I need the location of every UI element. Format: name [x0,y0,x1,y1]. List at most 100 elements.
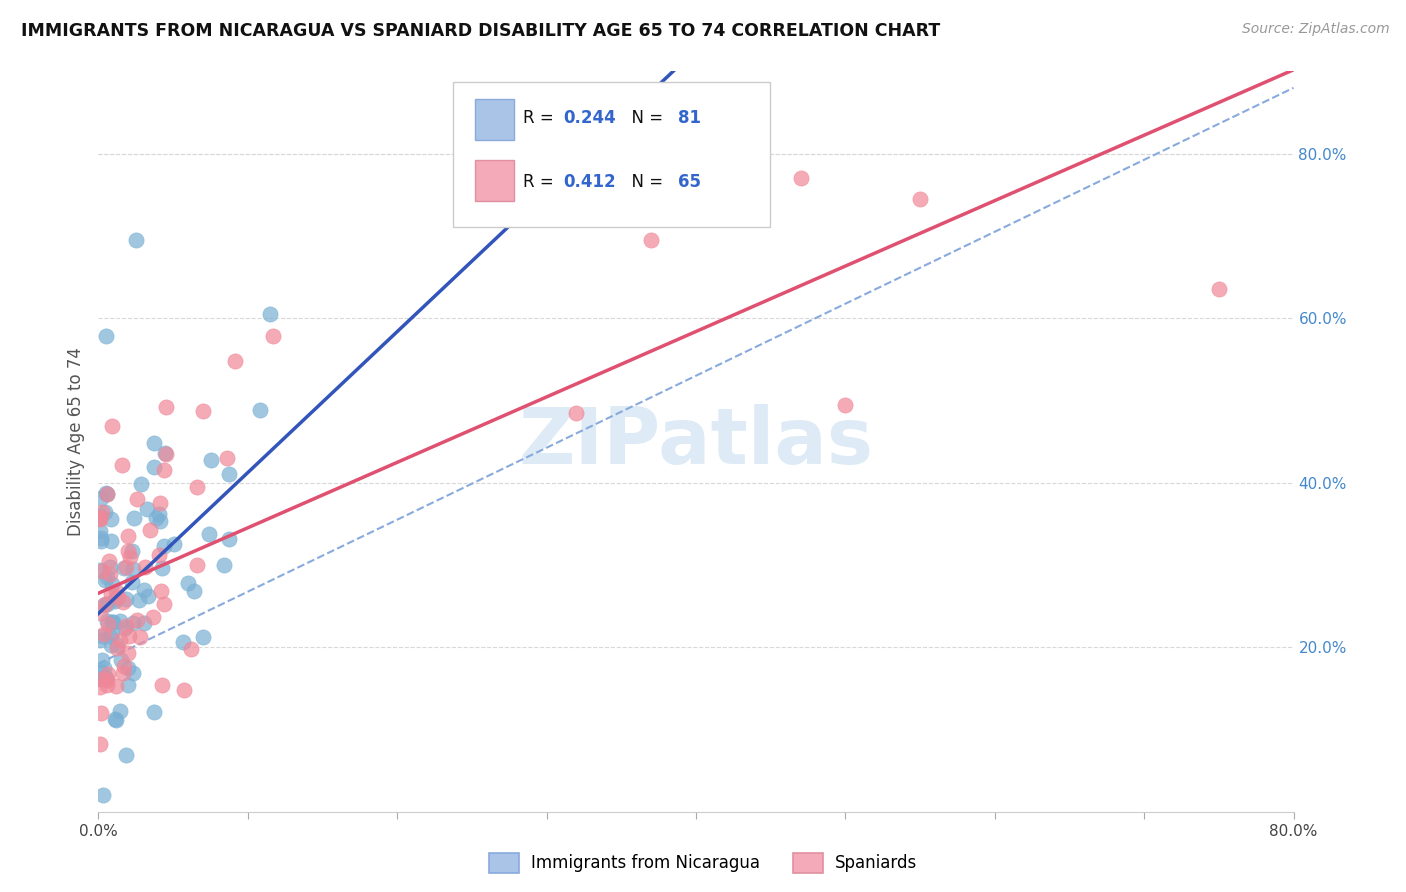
Point [125,613,148,627]
Point [89,632,111,647]
Point [180,641,202,656]
FancyBboxPatch shape [453,82,770,227]
Point [91,564,114,578]
Point [93,627,115,641]
Point [117,544,139,558]
Point [112,659,135,673]
Text: 0.244: 0.244 [564,109,616,127]
Point [105,638,128,652]
Point [117,629,139,643]
Point [91,629,114,643]
Point [224,354,246,368]
Point [121,543,143,558]
Point [104,592,127,607]
Point [183,584,205,599]
Text: 81: 81 [678,109,702,127]
Point [117,646,139,660]
Point [101,577,124,591]
Point [94,329,117,343]
Point [122,510,145,524]
Point [89,512,111,526]
Point [89,607,111,621]
Point [115,619,138,633]
Point [834,398,856,412]
Point [150,678,173,692]
Point [98,567,121,582]
Point [94,573,117,587]
Point [100,638,122,652]
Point [115,591,138,606]
Point [149,496,172,510]
Point [94,672,117,686]
Point [96,673,118,688]
Point [93,598,115,612]
Point [200,452,222,467]
Point [111,458,134,473]
Point [150,583,173,598]
Point [259,307,281,321]
Point [93,661,115,675]
Legend: Immigrants from Nicaragua, Spaniards: Immigrants from Nicaragua, Spaniards [482,847,924,880]
Point [101,626,124,640]
Text: N =: N = [620,173,668,192]
Point [908,192,931,206]
Point [89,737,111,751]
Point [96,570,118,584]
Point [110,652,132,666]
Point [105,679,128,693]
FancyBboxPatch shape [475,161,515,201]
Point [90,534,112,549]
Point [96,486,118,500]
Point [96,615,118,629]
Point [152,597,174,611]
Point [136,589,159,603]
Point [94,486,117,500]
Point [90,706,112,721]
Point [100,587,122,601]
Point [94,670,117,684]
Point [134,616,156,631]
Point [118,550,141,565]
Point [91,673,114,687]
Point [162,537,184,551]
Point [98,629,121,643]
Point [134,560,156,574]
Point [131,476,153,491]
Point [150,561,173,575]
Point [104,713,127,727]
Point [610,184,633,198]
Text: R =: R = [523,173,558,192]
Point [172,635,194,649]
Point [100,419,122,434]
Point [789,171,811,186]
Point [108,704,131,718]
Point [149,515,172,529]
Point [249,402,271,417]
Point [129,631,152,645]
Point [101,615,124,629]
Y-axis label: Disability Age 65 to 74: Disability Age 65 to 74 [66,347,84,536]
Text: Source: ZipAtlas.com: Source: ZipAtlas.com [1241,22,1389,37]
Point [97,617,120,632]
Point [94,504,117,518]
Point [193,630,215,644]
Point [89,672,111,686]
Point [96,487,118,501]
Point [173,683,195,698]
Point [1208,282,1230,296]
Point [128,593,150,607]
Point [121,575,143,590]
Text: ZIPatlas: ZIPatlas [519,403,873,480]
Point [142,609,165,624]
Point [122,562,145,576]
Point [640,233,662,247]
Point [91,505,114,519]
Point [565,406,588,420]
Point [136,501,159,516]
Point [148,549,170,563]
Point [98,554,121,568]
Point [148,507,170,521]
Text: N =: N = [620,109,668,127]
Point [134,582,156,597]
Point [142,435,165,450]
